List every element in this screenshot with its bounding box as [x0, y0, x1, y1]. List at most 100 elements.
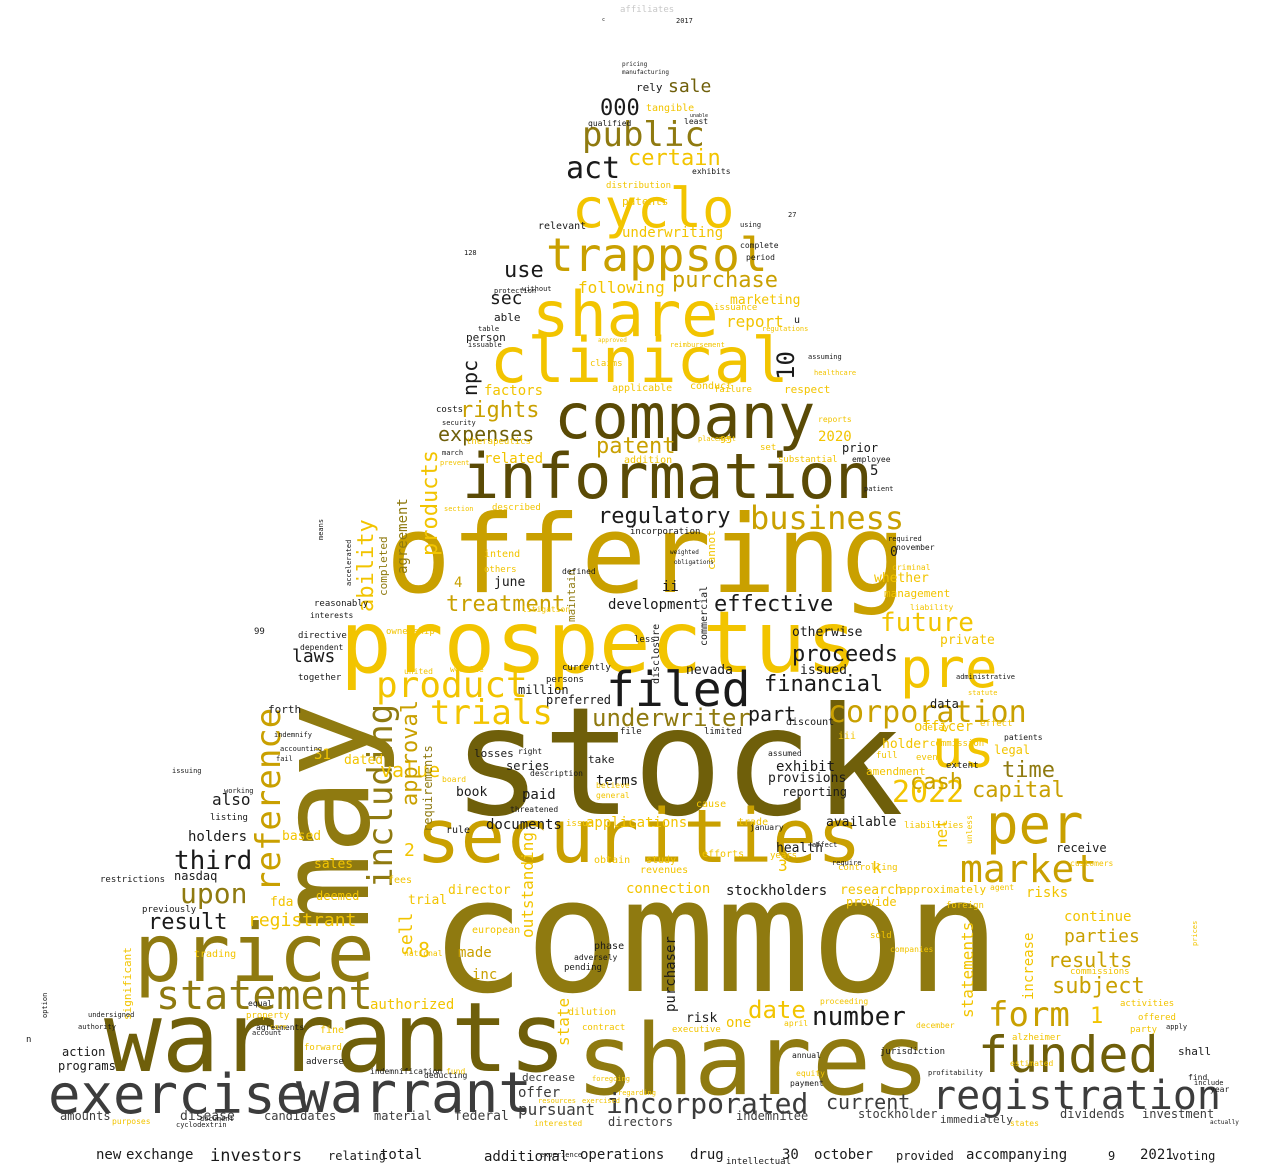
- word: date: [748, 996, 806, 1024]
- word: currently: [562, 663, 611, 673]
- word: costs: [436, 405, 464, 415]
- word: extent: [946, 761, 979, 771]
- word: prior: [842, 441, 879, 455]
- word: pending: [564, 963, 602, 973]
- word: person: [466, 331, 506, 344]
- word: substantial: [778, 455, 838, 465]
- word: united: [404, 667, 433, 676]
- word: private: [940, 633, 995, 648]
- word: working: [224, 787, 254, 795]
- word: deducting: [424, 1071, 468, 1080]
- word: directive: [298, 631, 347, 641]
- word: drug: [690, 1147, 724, 1163]
- word: 3: [778, 856, 788, 875]
- word: programs: [58, 1059, 116, 1073]
- word: number: [812, 1002, 906, 1032]
- word: issue: [566, 819, 594, 829]
- word: federal: [454, 1109, 509, 1124]
- word: purchase: [672, 268, 778, 293]
- word: one: [726, 1015, 752, 1031]
- word: criminal: [892, 563, 931, 572]
- word: report: [726, 312, 784, 331]
- word: applications: [586, 815, 688, 831]
- word: part: [748, 702, 797, 726]
- word: 1: [1090, 1004, 1104, 1029]
- word: cash: [910, 770, 963, 795]
- word: 27: [788, 211, 797, 219]
- word: rule: [446, 825, 471, 836]
- word: april: [784, 1019, 809, 1028]
- word: exhibit: [776, 759, 836, 775]
- word: risks: [1026, 885, 1069, 901]
- word: listing: [210, 813, 248, 823]
- word: take: [588, 753, 615, 766]
- word: contract: [582, 1023, 626, 1033]
- word: section: [444, 505, 474, 513]
- word: authority: [78, 1023, 116, 1031]
- word: cause: [696, 799, 727, 810]
- word: time: [1002, 758, 1055, 783]
- word: least: [684, 117, 709, 126]
- word: related: [484, 451, 544, 467]
- word: dilution: [568, 1007, 617, 1018]
- word: rely: [636, 81, 663, 94]
- word: 31: [314, 747, 331, 763]
- word: data: [930, 697, 959, 711]
- word: cyclo: [572, 177, 735, 240]
- word: trade: [738, 817, 769, 828]
- word: adverse: [306, 1057, 344, 1067]
- word: k: [872, 858, 882, 877]
- word: file: [620, 727, 642, 737]
- word: right: [518, 747, 543, 756]
- word: apply: [1166, 1023, 1188, 1031]
- word: indemnitee: [736, 1109, 809, 1123]
- word: underwriter: [592, 704, 751, 732]
- word: proceeds: [792, 642, 898, 667]
- word: 0: [890, 545, 898, 560]
- word: receive: [1056, 841, 1107, 855]
- word: business: [750, 499, 905, 537]
- word: addition: [624, 455, 673, 466]
- word: affect: [812, 841, 838, 849]
- word: management: [884, 587, 951, 600]
- word: director: [448, 883, 511, 898]
- word: november: [896, 543, 935, 552]
- word: distribution: [606, 181, 672, 191]
- word: table: [478, 325, 500, 333]
- word: claims: [590, 359, 623, 369]
- word: losses: [474, 747, 514, 760]
- word: accompanying: [966, 1147, 1068, 1163]
- word: together: [298, 673, 342, 683]
- word: relating: [328, 1149, 386, 1163]
- word: paid: [522, 787, 556, 803]
- word: development: [608, 597, 701, 613]
- word: whether: [874, 571, 929, 586]
- word: complete: [740, 241, 779, 250]
- word: others: [484, 565, 517, 575]
- word: sec: [490, 288, 523, 309]
- word: including: [361, 703, 401, 888]
- word: states: [1010, 1119, 1039, 1128]
- word: revenues: [640, 865, 689, 876]
- word: 4: [454, 575, 463, 591]
- word: believe: [596, 781, 630, 790]
- word: incorporation: [630, 527, 701, 537]
- word: subject: [1052, 974, 1145, 999]
- word: security: [442, 419, 476, 427]
- word: patents: [622, 195, 669, 208]
- word: state: [554, 997, 573, 1046]
- word: year: [1210, 1085, 1230, 1094]
- word: capital: [972, 778, 1065, 803]
- word: accounting: [280, 745, 323, 753]
- word: nevada: [686, 663, 733, 678]
- word: require: [832, 859, 862, 867]
- word: payment: [790, 1079, 824, 1088]
- word: laws: [292, 646, 336, 667]
- word: otherwise: [792, 625, 863, 640]
- word: result: [148, 910, 228, 935]
- word: directors: [608, 1115, 674, 1129]
- word: offering: [386, 493, 907, 618]
- word: restrictions: [100, 875, 166, 885]
- word: disease: [180, 1109, 235, 1124]
- word: experience: [540, 1151, 583, 1159]
